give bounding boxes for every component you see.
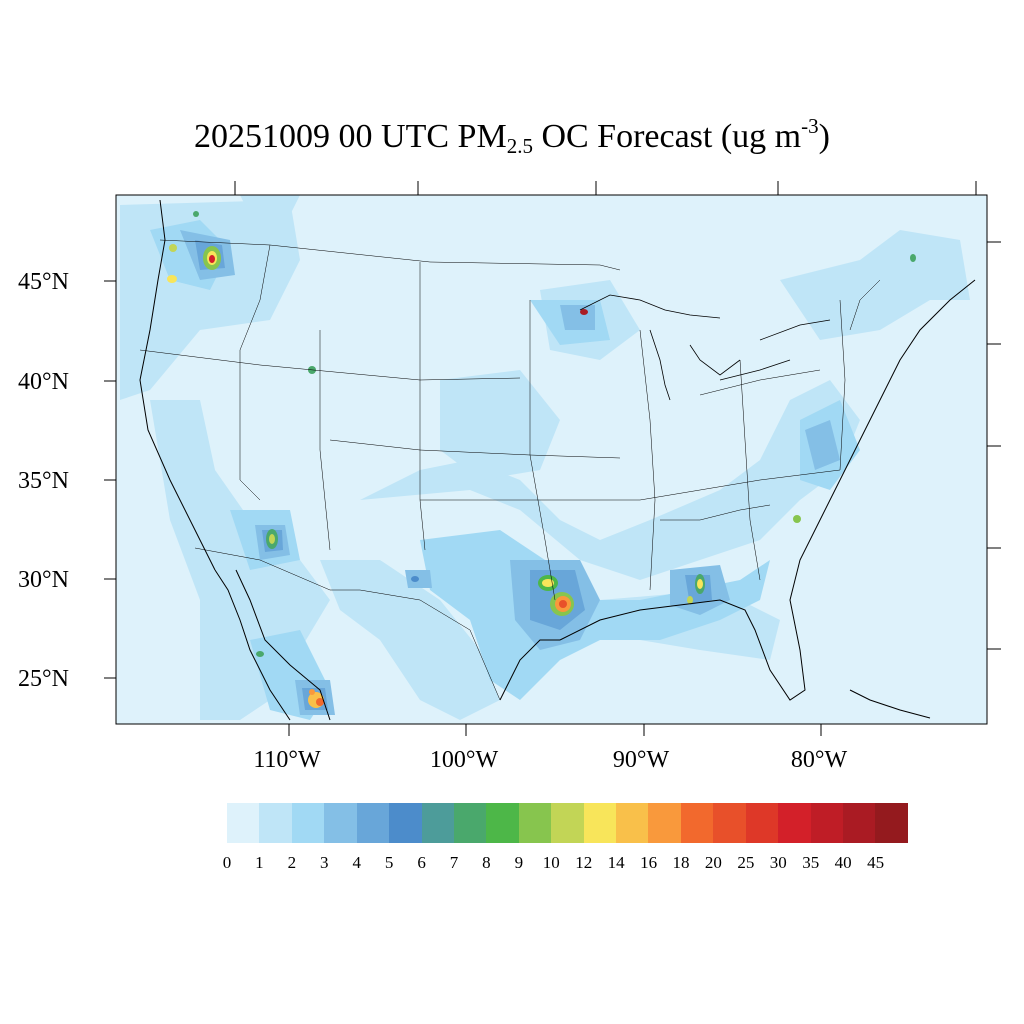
title-middle: OC Forecast (ug m	[532, 118, 802, 155]
lon-label-80w: 80°W	[790, 747, 848, 773]
colorbar-box	[745, 803, 779, 843]
colorbar-box	[259, 803, 292, 843]
colorbar-label: 14	[607, 853, 625, 872]
colorbar-label: 16	[640, 853, 658, 872]
colorbar-box	[389, 803, 422, 843]
title-superscript: -3	[801, 114, 819, 138]
colorbar-label: 25	[737, 853, 755, 872]
colorbar-box	[583, 803, 617, 843]
colorbar-box	[810, 803, 844, 843]
colorbar-box	[616, 803, 649, 843]
colorbar-label: 7	[449, 853, 459, 872]
plot-frame	[115, 194, 988, 725]
map-title: 20251009 00 UTC PM2.5 OC Forecast (ug m-…	[0, 116, 1024, 158]
state-borders	[139, 239, 881, 701]
colorbar-box	[356, 803, 390, 843]
colorbar-label: 30	[769, 853, 787, 872]
colorbar-label: 1	[255, 853, 264, 872]
colorbar-box	[486, 803, 519, 843]
lat-label-35: 35°N	[18, 468, 69, 494]
title-subscript: 2.5	[506, 134, 533, 158]
colorbar-label: 3	[320, 853, 329, 872]
colorbar-box	[324, 803, 357, 843]
colorbar-label: 40	[834, 853, 852, 872]
colorbar-label: 2	[287, 853, 297, 872]
colorbar-label: 4	[352, 853, 361, 872]
lat-label-45: 45°N	[18, 269, 69, 295]
title-prefix: 20251009 00 UTC PM	[194, 118, 507, 155]
colorbar-box	[875, 803, 908, 843]
colorbar-box	[421, 803, 454, 843]
lat-label-25: 25°N	[18, 666, 69, 692]
colorbar-box	[518, 803, 552, 843]
colorbar-label: 18	[672, 853, 690, 872]
axis-ticks	[104, 181, 1001, 736]
colorbar-label: 5	[384, 853, 394, 872]
colorbar-label: 8	[482, 853, 491, 872]
lat-label-40: 40°N	[18, 369, 69, 395]
coastlines	[139, 199, 976, 721]
colorbar-box	[227, 803, 260, 843]
colorbar-label: 12	[575, 853, 593, 872]
colorbar-box	[648, 803, 681, 843]
colorbar-box	[551, 803, 584, 843]
colorbar-box	[778, 803, 811, 843]
colorbar-box	[291, 803, 325, 843]
colorbar-label: 9	[514, 853, 524, 872]
colorbar	[227, 803, 908, 843]
colorbar-label: 20	[704, 853, 722, 872]
colorbar-label: 6	[417, 853, 426, 872]
colorbar-label: 45	[867, 853, 885, 872]
great-lakes	[579, 294, 831, 401]
colorbar-box	[680, 803, 714, 843]
colorbar-label: 0	[222, 853, 232, 872]
colorbar-box	[713, 803, 746, 843]
colorbar-label: 10	[542, 853, 560, 872]
colorbar-box	[843, 803, 876, 843]
lon-label-110w: 110°W	[253, 747, 321, 773]
lon-label-90w: 90°W	[612, 747, 670, 773]
colorbar-box	[453, 803, 487, 843]
lon-label-100w: 100°W	[429, 747, 499, 773]
title-suffix: )	[818, 118, 830, 155]
lat-label-30: 30°N	[18, 567, 69, 593]
colorbar-label: 35	[802, 853, 820, 872]
